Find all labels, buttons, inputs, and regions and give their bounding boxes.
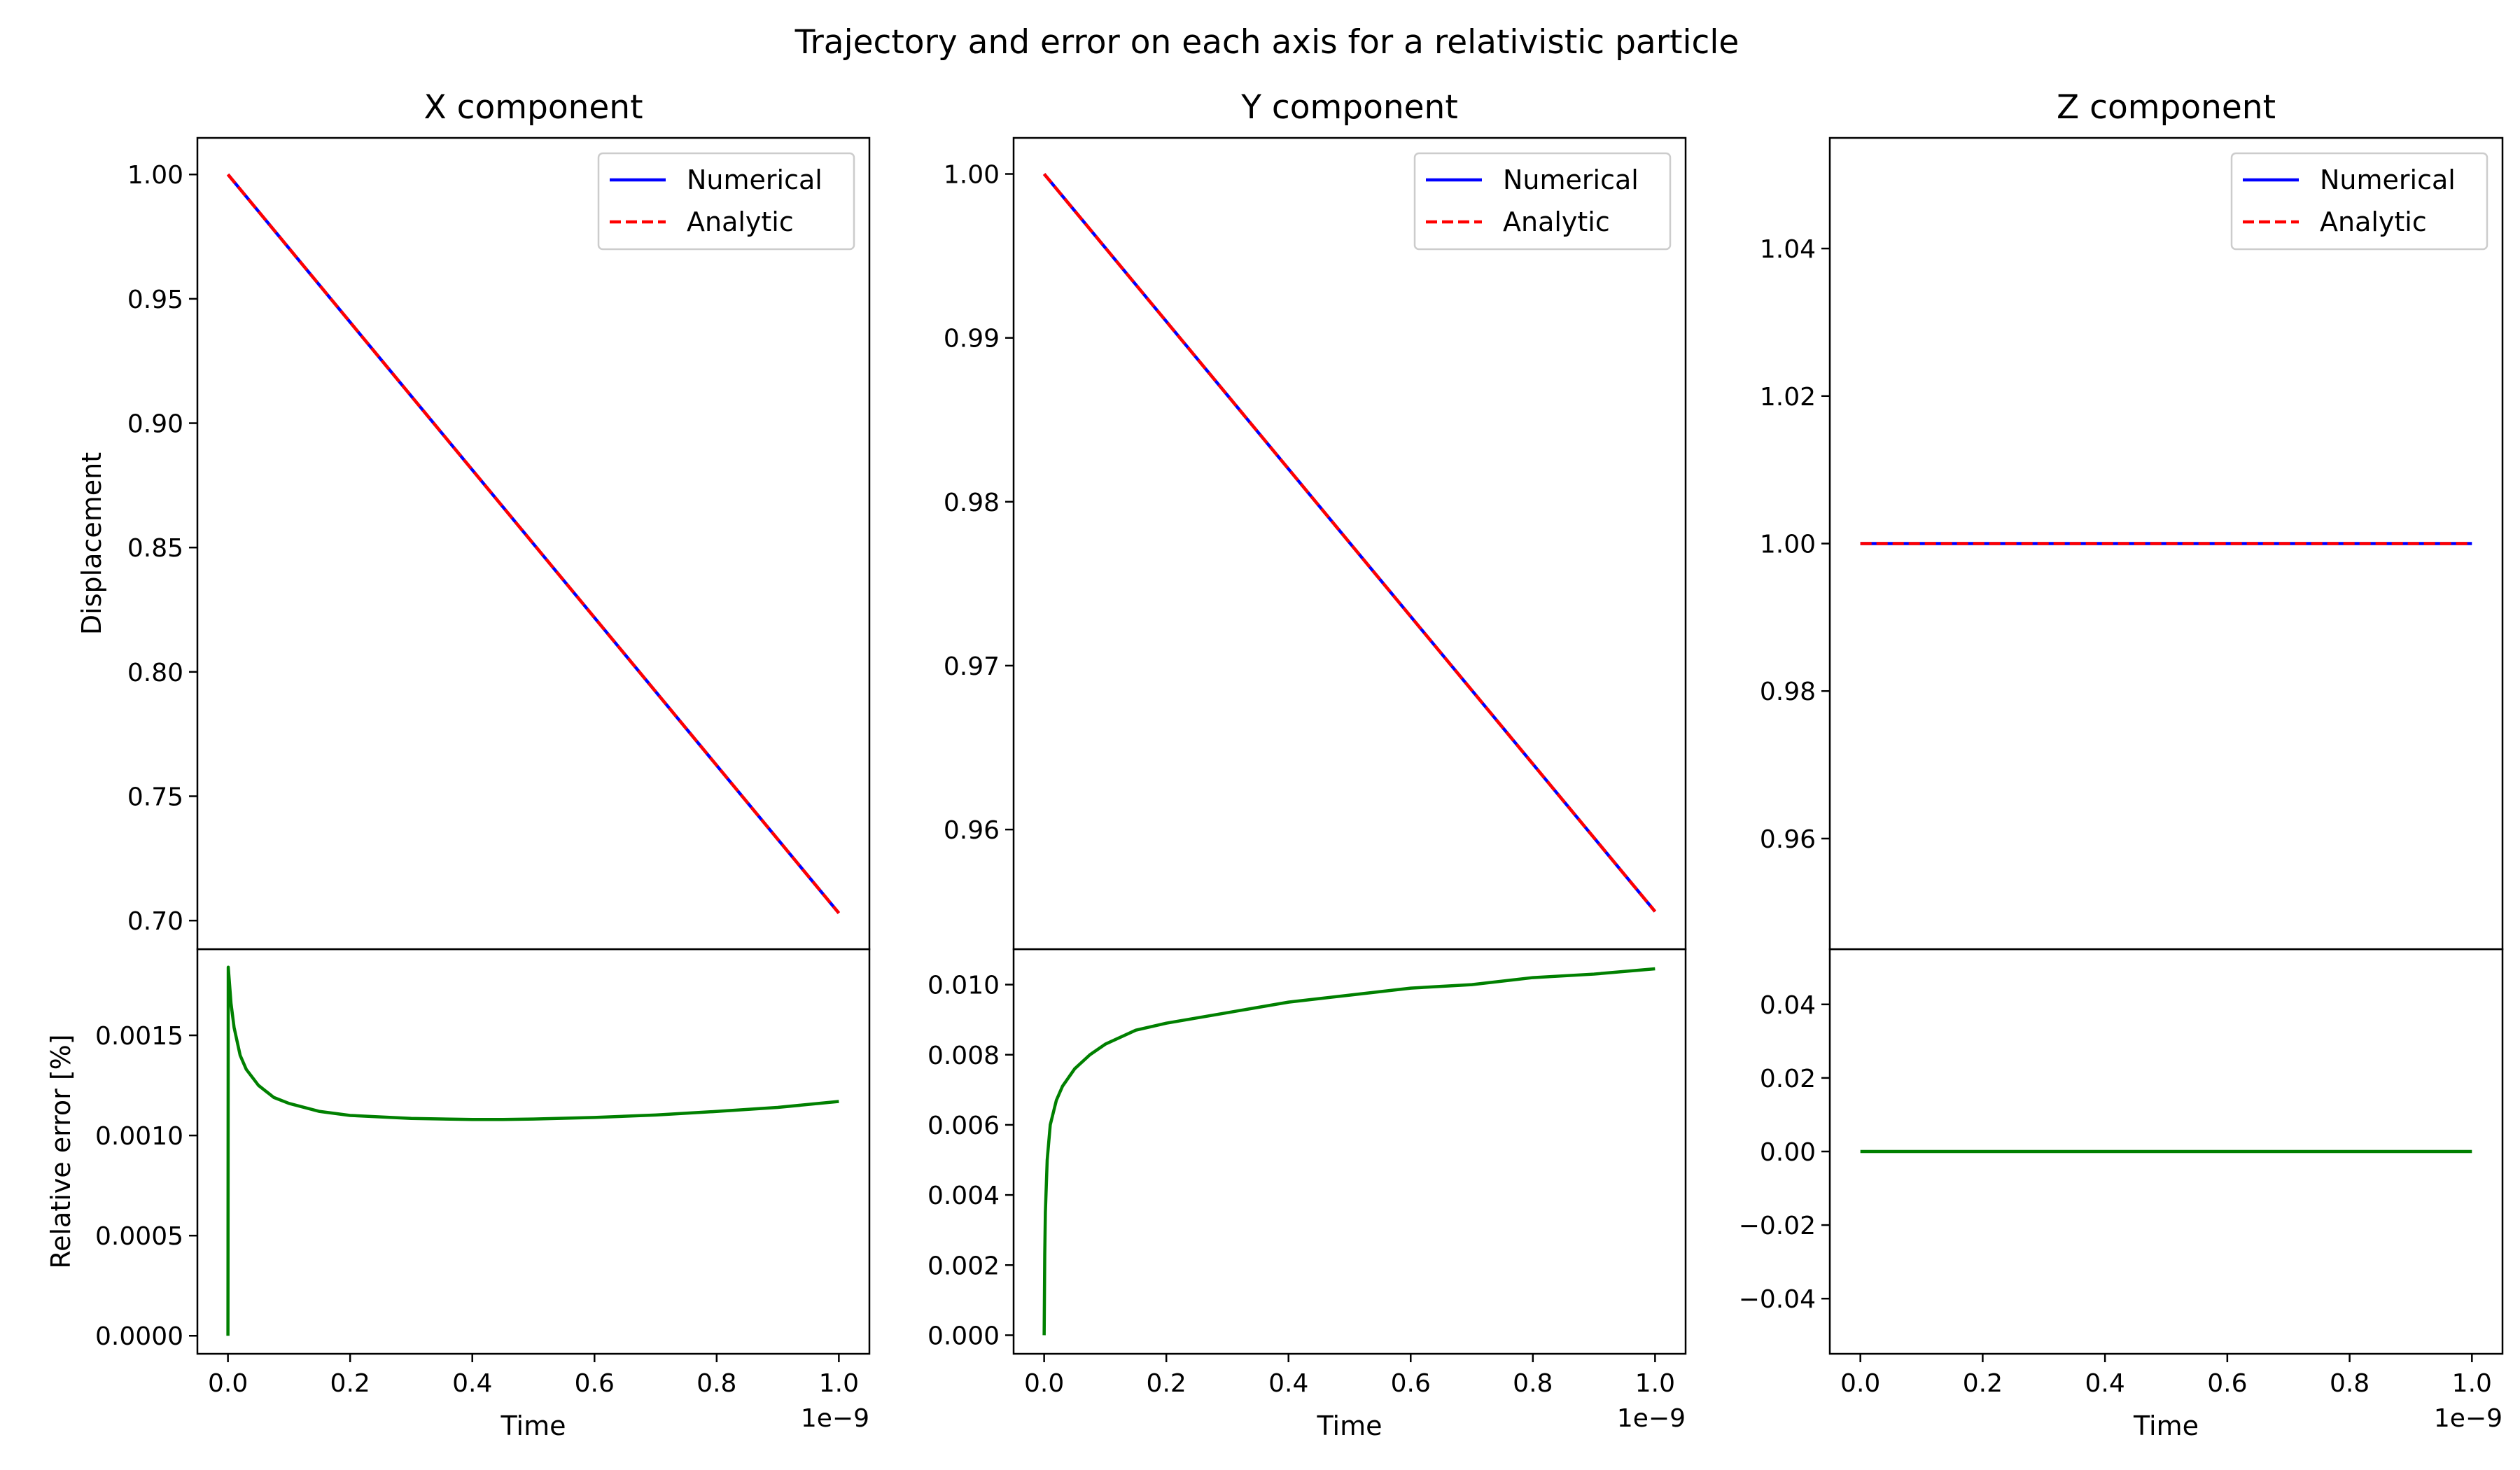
legend-entry: Numerical bbox=[1503, 164, 1639, 195]
x-tick-label: 0.6 bbox=[575, 1369, 615, 1398]
x-tick-label: 0.0 bbox=[1024, 1369, 1064, 1398]
x-tick-label: 0.6 bbox=[2207, 1369, 2247, 1398]
y-tick-label: 0.000 bbox=[927, 1322, 1000, 1350]
y-tick-label: 1.04 bbox=[1760, 235, 1816, 264]
panel-2: 0.0000 0.0005 0.0010 0.0015 0.0 0.2 0.4 0.6 0.8 1… bbox=[46, 948, 871, 1441]
x-tick-label: 0.2 bbox=[1147, 1369, 1186, 1398]
x-axis-label: Time bbox=[1317, 1410, 1382, 1441]
x-offset-label: 1e−9 bbox=[801, 1404, 869, 1433]
y-tick-label: 0.010 bbox=[927, 972, 1000, 1000]
y-tick-label: −0.04 bbox=[1739, 1285, 1816, 1314]
panel-3: 0.96 0.97 0.98 0.99 1.00 Y component Numerical… bbox=[944, 88, 1687, 951]
x-tick-label: 1.0 bbox=[1635, 1369, 1675, 1398]
legend-box bbox=[2230, 152, 2488, 251]
legend-entry: Numerical bbox=[2320, 164, 2456, 195]
y-tick-label: 0.85 bbox=[127, 534, 183, 563]
x-tick-label: 0.2 bbox=[330, 1369, 370, 1398]
y-tick-label: 0.75 bbox=[127, 783, 183, 811]
y-tick-label: 1.00 bbox=[127, 161, 183, 190]
y-tick-label: 0.98 bbox=[944, 489, 1000, 517]
figure-title: Trajectory and error on each axis for a … bbox=[794, 23, 1740, 62]
x-tick-label: 0.8 bbox=[696, 1369, 736, 1398]
y-tick-label: 0.70 bbox=[127, 907, 183, 936]
y-tick-label: 1.00 bbox=[1760, 531, 1816, 559]
x-tick-label: 0.6 bbox=[1391, 1369, 1431, 1398]
y-axis-label: Relative error [%] bbox=[46, 1034, 76, 1268]
legend-entry: Numerical bbox=[687, 164, 822, 195]
x-tick-label: 1.0 bbox=[2452, 1369, 2492, 1398]
y-tick-label: 0.008 bbox=[927, 1042, 1000, 1070]
x-tick-label: 0.8 bbox=[2330, 1369, 2370, 1398]
panel-title: Z component bbox=[2057, 88, 2276, 127]
y-tick-label: 0.90 bbox=[127, 410, 183, 439]
x-axis-label: Time bbox=[500, 1410, 566, 1441]
panel-5: 0.96 0.98 1.00 1.02 1.04 Z component Numerical… bbox=[1760, 88, 2504, 951]
y-tick-label: 0.02 bbox=[1760, 1065, 1816, 1093]
y-tick-label: 0.0000 bbox=[95, 1322, 183, 1351]
series-line-error bbox=[1042, 967, 1656, 1336]
legend-entry: Analytic bbox=[1503, 206, 1610, 237]
x-offset-label: 1e−9 bbox=[1617, 1404, 1686, 1433]
legend-entry: Analytic bbox=[2320, 206, 2427, 237]
series-line-error bbox=[226, 965, 839, 1336]
y-tick-label: 0.002 bbox=[927, 1252, 1000, 1280]
panels: 0.70 0.75 0.80 0.85 0.90 0.95 1.00 Displacement… bbox=[46, 88, 2504, 1441]
x-tick-label: 0.2 bbox=[1963, 1369, 2003, 1398]
panel-title: Y component bbox=[1240, 88, 1458, 127]
y-tick-label: 0.97 bbox=[944, 652, 1000, 681]
x-offset-label: 1e−9 bbox=[2434, 1404, 2502, 1433]
x-tick-label: 1.0 bbox=[819, 1369, 859, 1398]
x-tick-label: 0.4 bbox=[2085, 1369, 2125, 1398]
legend-entry: Analytic bbox=[687, 206, 794, 237]
legend: Numerical Analytic bbox=[2230, 152, 2488, 251]
y-tick-label: 0.0010 bbox=[95, 1122, 183, 1151]
axes-frame bbox=[1012, 948, 1687, 1355]
x-axis-label: Time bbox=[2133, 1410, 2199, 1441]
x-tick-label: 0.4 bbox=[452, 1369, 492, 1398]
y-tick-label: 1.00 bbox=[944, 161, 1000, 190]
legend: Numerical Analytic bbox=[597, 152, 855, 251]
legend-box bbox=[1413, 152, 1672, 251]
y-tick-label: 0.006 bbox=[927, 1112, 1000, 1140]
x-tick-label: 0.0 bbox=[1840, 1369, 1880, 1398]
series-line-analytic bbox=[226, 173, 841, 914]
legend: Numerical Analytic bbox=[1413, 152, 1672, 251]
panel-title: X component bbox=[424, 88, 643, 127]
y-tick-label: 0.04 bbox=[1760, 991, 1816, 1020]
y-tick-label: 0.80 bbox=[127, 659, 183, 687]
x-tick-label: 0.8 bbox=[1513, 1369, 1553, 1398]
panel-4: 0.000 0.002 0.004 0.006 0.008 0.010 0.0 0.2 0.4 0… bbox=[927, 948, 1687, 1441]
y-tick-label: 0.0005 bbox=[95, 1222, 183, 1251]
y-tick-label: −0.02 bbox=[1739, 1212, 1816, 1240]
y-tick-label: 1.02 bbox=[1760, 383, 1816, 412]
y-tick-label: 0.0015 bbox=[95, 1022, 183, 1051]
x-tick-label: 0.4 bbox=[1268, 1369, 1308, 1398]
y-tick-label: 0.99 bbox=[944, 325, 1000, 354]
panel-6: −0.04 −0.02 0.00 0.02 0.04 0.0 0.2 0.4 0.6 0.8 1.0… bbox=[1739, 948, 2504, 1441]
y-tick-label: 0.004 bbox=[927, 1182, 1000, 1210]
y-tick-label: 0.96 bbox=[944, 816, 1000, 845]
y-tick-label: 0.96 bbox=[1760, 825, 1816, 854]
series-line-analytic bbox=[1042, 173, 1657, 913]
y-tick-label: 0.95 bbox=[127, 286, 183, 314]
y-axis-label: Displacement bbox=[76, 452, 107, 635]
legend-box bbox=[597, 152, 855, 251]
axes-frame bbox=[196, 948, 871, 1355]
y-tick-label: 0.00 bbox=[1760, 1138, 1816, 1167]
x-tick-label: 0.0 bbox=[208, 1369, 248, 1398]
panel-1: 0.70 0.75 0.80 0.85 0.90 0.95 1.00 Displacement… bbox=[76, 88, 871, 951]
y-tick-label: 0.98 bbox=[1760, 678, 1816, 706]
